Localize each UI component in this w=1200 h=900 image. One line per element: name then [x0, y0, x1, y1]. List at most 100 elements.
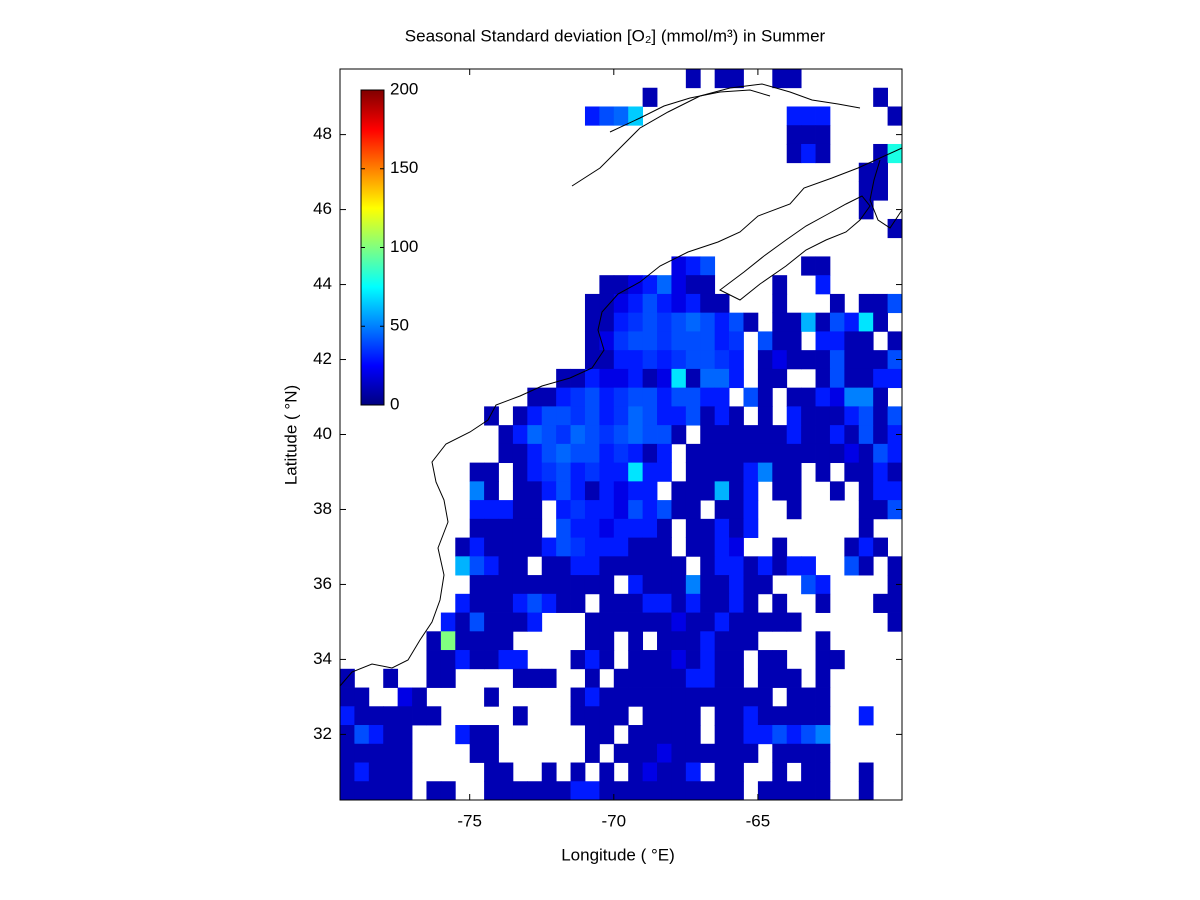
cell [556, 537, 571, 557]
cell [354, 781, 370, 801]
cell [801, 706, 816, 726]
cell [671, 687, 687, 707]
cell [484, 650, 499, 670]
cell [729, 518, 744, 538]
cell [729, 762, 744, 782]
cell [440, 650, 456, 670]
cell [743, 500, 759, 520]
cell [642, 462, 658, 482]
cell [786, 443, 802, 464]
cell [584, 406, 600, 426]
cell [628, 443, 644, 464]
cell [757, 706, 773, 726]
cell [498, 650, 514, 670]
cell [786, 781, 802, 801]
cell [628, 631, 644, 651]
cell [858, 762, 874, 782]
cell [469, 500, 485, 520]
cell [657, 518, 672, 538]
cell [743, 462, 759, 482]
cell [584, 387, 600, 407]
cell [714, 462, 730, 482]
cell [512, 537, 528, 557]
cell [628, 725, 644, 745]
cell [570, 500, 586, 520]
cell [685, 537, 701, 557]
cell [541, 556, 557, 576]
cell [354, 706, 370, 726]
cell [613, 350, 629, 370]
cell [657, 537, 672, 557]
cell [599, 781, 615, 801]
cell [498, 556, 514, 576]
cell [685, 350, 701, 370]
cell [685, 575, 701, 595]
cell [729, 481, 744, 501]
cell [671, 256, 687, 276]
cell [570, 575, 586, 595]
cell [498, 537, 514, 557]
cell [541, 387, 557, 407]
cell [440, 631, 456, 651]
cell [829, 443, 845, 464]
cell [671, 650, 687, 670]
cell [714, 650, 730, 670]
cell [714, 725, 730, 745]
cell [570, 556, 586, 576]
cell [786, 143, 802, 164]
cell [858, 406, 874, 426]
cell [354, 743, 370, 763]
cell [397, 687, 413, 707]
cell [469, 518, 485, 538]
cell [556, 462, 571, 482]
cell [484, 725, 499, 745]
cell [844, 406, 860, 426]
cell [455, 537, 471, 557]
cell [455, 556, 471, 576]
cell [426, 650, 442, 670]
cell [815, 406, 831, 426]
cell [657, 443, 672, 464]
cell [541, 781, 557, 801]
cell [844, 350, 860, 370]
cell [613, 518, 629, 538]
cell [484, 556, 499, 576]
cell [469, 725, 485, 745]
cell [714, 293, 730, 314]
cell [671, 631, 687, 651]
cell [570, 593, 586, 613]
cell [584, 781, 600, 801]
cell [743, 743, 759, 763]
cell [570, 650, 586, 670]
cell [700, 743, 716, 763]
cell [757, 350, 773, 370]
cell [642, 612, 658, 632]
cell [613, 612, 629, 632]
cell [642, 425, 658, 445]
cell [714, 762, 730, 782]
cell [700, 350, 716, 370]
cell [642, 593, 658, 613]
cell [829, 350, 845, 370]
cell [469, 462, 485, 482]
cell [584, 725, 600, 745]
cell [700, 443, 716, 464]
cell [685, 312, 701, 332]
cell [541, 537, 557, 557]
cell [484, 612, 499, 632]
cell [455, 650, 471, 670]
cell [873, 350, 888, 370]
cell [512, 593, 528, 613]
cell [743, 575, 759, 595]
cell [527, 575, 543, 595]
cell [599, 387, 615, 407]
cell [556, 518, 571, 538]
cell [599, 406, 615, 426]
cell [628, 106, 644, 126]
cell [628, 743, 644, 763]
cell [628, 481, 644, 501]
cell [829, 650, 845, 670]
cell [584, 312, 600, 332]
cell [671, 762, 687, 782]
cell [714, 350, 730, 370]
